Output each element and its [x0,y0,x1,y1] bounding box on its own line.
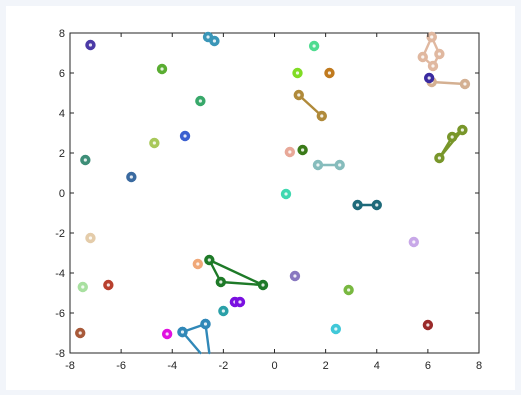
y-tick-label: 4 [59,108,65,120]
path-5-vertex-2 [434,48,445,60]
y-tick-label: -4 [55,268,65,280]
figure-card: -8 -6 -4 -2 0 2 4 6 8 -8 -6 -4 -2 0 2 4 6 8 [6,6,515,390]
data-point-1 [85,39,96,51]
x-tick-label: -6 [116,360,126,372]
x-tick-label: -8 [65,360,75,372]
data-point-6 [80,154,91,166]
data-point-14 [423,72,435,84]
data-point-2 [156,63,168,75]
series-line-6 [430,80,467,86]
axes-box [69,32,480,354]
data-point-20 [289,270,301,282]
data-point-5 [149,137,160,149]
path-6-vertex-2 [459,78,471,90]
x-tick-label: -4 [167,360,177,372]
data-point-15 [85,232,96,244]
x-tick-label: 0 [271,360,277,372]
path-2-vertex-2 [316,110,327,122]
data-point-28 [234,296,246,308]
path-5-vertex-5 [426,31,437,43]
x-tick-label: 8 [476,360,482,372]
data-point-12 [284,146,296,158]
data-point-24 [161,328,173,340]
y-tick-label: 2 [59,148,65,160]
path-8-vertex-3 [257,279,269,291]
path-2-vertex-1 [293,89,304,101]
path-10-vertex-1 [200,318,211,330]
y-tick-label: -2 [55,228,65,240]
x-tick-label: 2 [323,360,329,372]
x-axis: -8 -6 -4 -2 0 2 4 6 8 [65,33,482,372]
data-point-8 [308,40,320,52]
path-8-vertex-1 [204,254,215,266]
data-point-11 [297,144,308,156]
path-11-vertex-1 [177,326,188,338]
data-point-3 [195,95,206,107]
y-tick-label: -8 [55,348,65,360]
path-1-vertex-2 [209,35,220,47]
path-5-vertex-4 [417,51,428,63]
x-tick-label: 4 [374,360,380,372]
data-point-13 [280,188,292,200]
data-point-26 [422,319,434,331]
series-line-8 [208,258,265,287]
data-point-7 [126,171,137,183]
data-point-16 [77,281,88,293]
scatter-plot: -8 -6 -4 -2 0 2 4 6 8 -8 -6 -4 -2 0 2 4 6 8 [55,28,482,372]
data-point-23 [218,305,229,317]
x-tick-label: 6 [425,360,431,372]
data-point-19 [192,258,204,270]
path-7-vertex-2 [446,131,458,143]
y-tick-label: 0 [59,188,65,200]
path-4-vertex-1 [352,199,363,211]
path-3-vertex-2 [334,159,345,171]
data-point-9 [292,67,303,79]
data-point-17 [103,279,114,291]
series-line-7 [438,128,464,160]
y-tick-label: 6 [59,68,65,80]
data-point-21 [343,284,354,296]
y-tick-label: -6 [55,308,65,320]
y-tick-label: 8 [59,28,65,40]
x-tick-label: -2 [218,360,228,372]
data-point-22 [408,236,420,248]
y-axis: -8 -6 -4 -2 0 2 4 6 8 [55,28,479,360]
path-8-vertex-2 [215,276,227,288]
path-4-vertex-2 [371,199,382,211]
path-5-vertex-3 [427,60,439,72]
path-3-vertex-1 [312,159,324,171]
data-point-18 [75,327,86,339]
data-point-4 [179,130,191,142]
path-7-vertex-3 [434,152,445,164]
marker-layer [75,39,435,340]
data-point-25 [330,323,342,335]
data-point-10 [324,67,335,79]
path-layer [177,31,471,355]
path-7-vertex-1 [457,124,468,136]
